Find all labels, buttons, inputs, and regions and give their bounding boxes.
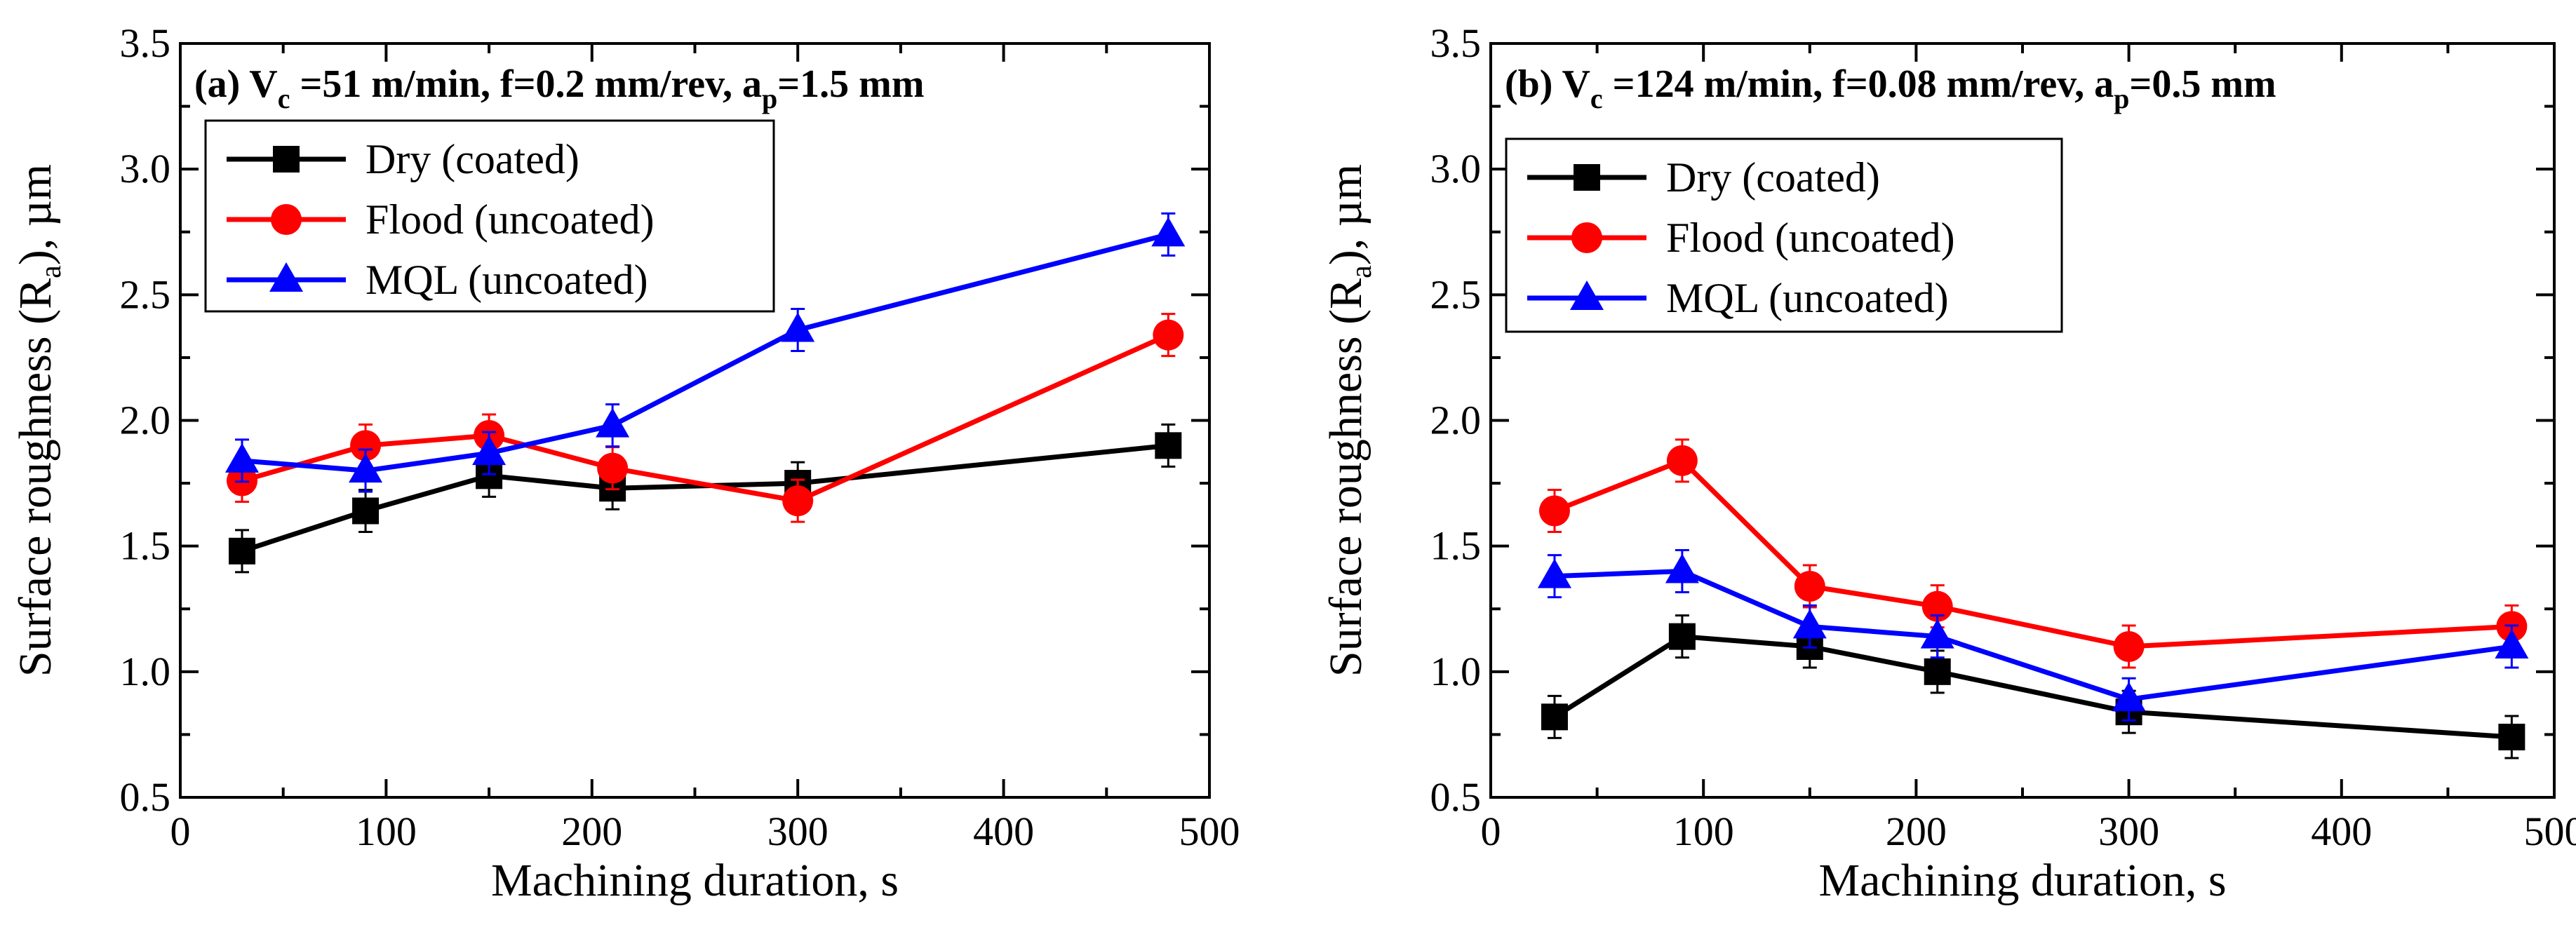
data-point-dry (1541, 703, 1568, 731)
legend-marker-flood (1571, 222, 1602, 253)
data-point-dry (352, 497, 380, 525)
legend-label-dry: Dry (coated) (365, 136, 579, 182)
series-line-dry (1553, 634, 2512, 740)
legend-marker-flood (271, 204, 302, 235)
y-tick-label: 2.5 (120, 271, 171, 317)
y-tick-label: 1.5 (120, 523, 171, 569)
y-axis-label: Surface roughness (Ra), µm (1320, 164, 1378, 677)
x-tick-label: 100 (356, 809, 417, 854)
data-point-flood (2113, 631, 2145, 662)
x-axis-label: Machining duration, s (1818, 855, 2226, 906)
chart-title: (b) Vc =124 m/min, f=0.08 mm/rev, ap=0.5… (1505, 62, 2276, 114)
data-point-mql (1665, 553, 1699, 583)
y-tick-label: 0.5 (120, 774, 171, 820)
x-tick-label: 500 (2524, 809, 2576, 854)
series-line-flood (1553, 458, 2512, 649)
chart-panel-b: 0 100 200 300 400 500 0.5 1.0 1.5 2.0 2.5 3.0 3.5 Mac… (1320, 20, 2576, 906)
x-tick-label: 0 (1481, 809, 1501, 854)
x-tick-label: 200 (1886, 809, 1947, 854)
y-axis-label: Surface roughness (Ra), µm (10, 164, 67, 677)
legend-label-flood: Flood (uncoated) (365, 196, 655, 243)
y-tick-label: 2.0 (120, 398, 171, 443)
y-tick-label: 2.5 (1430, 271, 1482, 317)
x-tick-label: 300 (2098, 809, 2159, 854)
y-tick-label: 1.0 (1430, 649, 1482, 694)
x-tick-label: 500 (1179, 809, 1240, 854)
data-point-dry (1924, 658, 1951, 685)
data-point-flood (782, 485, 814, 517)
legend-label-flood: Flood (uncoated) (1666, 215, 1955, 261)
x-tick-label: 0 (170, 809, 191, 854)
y-tick-label: 3.5 (120, 20, 171, 66)
data-point-dry (1155, 432, 1182, 459)
y-tick-label: 2.0 (1430, 398, 1482, 443)
legend-marker-dry (1574, 164, 1600, 191)
y-tick-label: 1.0 (120, 649, 171, 694)
data-point-mql (1151, 217, 1186, 247)
x-tick-label: 100 (1673, 809, 1734, 854)
x-tick-label: 300 (767, 809, 829, 854)
legend: Dry (coated) Flood (uncoated) MQL (uncoate… (204, 119, 775, 313)
data-point-mql (472, 435, 507, 466)
series-mql (225, 212, 1186, 493)
data-point-mql (2495, 629, 2529, 658)
data-point-flood (350, 430, 382, 461)
series-line-mql (1554, 569, 2512, 702)
y-tick-label: 3.0 (120, 146, 171, 191)
series-dry (1541, 614, 2525, 759)
y-tick-label: 0.5 (1430, 774, 1482, 820)
series-line-mql (241, 231, 1169, 473)
x-axis-label: Machining duration, s (491, 855, 899, 906)
data-point-flood (1666, 445, 1698, 476)
legend-label-mql: MQL (uncoated) (1666, 275, 1949, 321)
data-point-flood (1538, 495, 1570, 527)
data-point-flood (1153, 319, 1184, 351)
data-point-mql (781, 312, 815, 342)
x-tick-label: 400 (973, 809, 1034, 854)
chart-panel-a: 0 100 200 300 400 500 0.5 1.0 1.5 2.0 2.5 3.0 3.5 Mac… (10, 20, 1240, 906)
data-point-dry (1668, 623, 1696, 650)
data-point-flood (1921, 590, 1953, 622)
legend-label-dry: Dry (coated) (1666, 154, 1880, 201)
data-point-dry (229, 537, 256, 565)
y-tick-label: 3.5 (1430, 20, 1482, 66)
data-point-mql (596, 407, 630, 438)
legend: Dry (coated) Flood (uncoated) MQL (uncoate… (1505, 137, 2063, 333)
x-tick-label: 400 (2311, 809, 2372, 854)
data-point-dry (2498, 724, 2525, 750)
legend-marker-dry (273, 146, 300, 173)
data-point-mql (1537, 558, 1571, 588)
series-flood (1538, 438, 2528, 669)
y-tick-label: 1.5 (1430, 523, 1482, 569)
data-point-mql (2112, 682, 2146, 712)
data-point-flood (597, 452, 629, 484)
series-line-flood (241, 332, 1169, 504)
legend-marker-mql (1570, 281, 1604, 310)
series-flood (227, 313, 1184, 523)
data-point-mql (1920, 619, 1954, 649)
series-line-dry (241, 443, 1169, 554)
y-tick-label: 3.0 (1430, 146, 1482, 191)
chart-title: (a) Vc =51 m/min, f=0.2 mm/rev, ap=1.5 m… (194, 62, 924, 114)
data-point-mql (349, 453, 383, 483)
data-point-mql (225, 443, 260, 473)
legend-marker-mql (269, 262, 303, 292)
data-point-flood (1794, 571, 1825, 602)
x-tick-label: 200 (561, 809, 622, 854)
series-mql (1537, 549, 2529, 722)
legend-label-mql: MQL (uncoated) (365, 257, 648, 303)
data-point-mql (1792, 609, 1827, 639)
